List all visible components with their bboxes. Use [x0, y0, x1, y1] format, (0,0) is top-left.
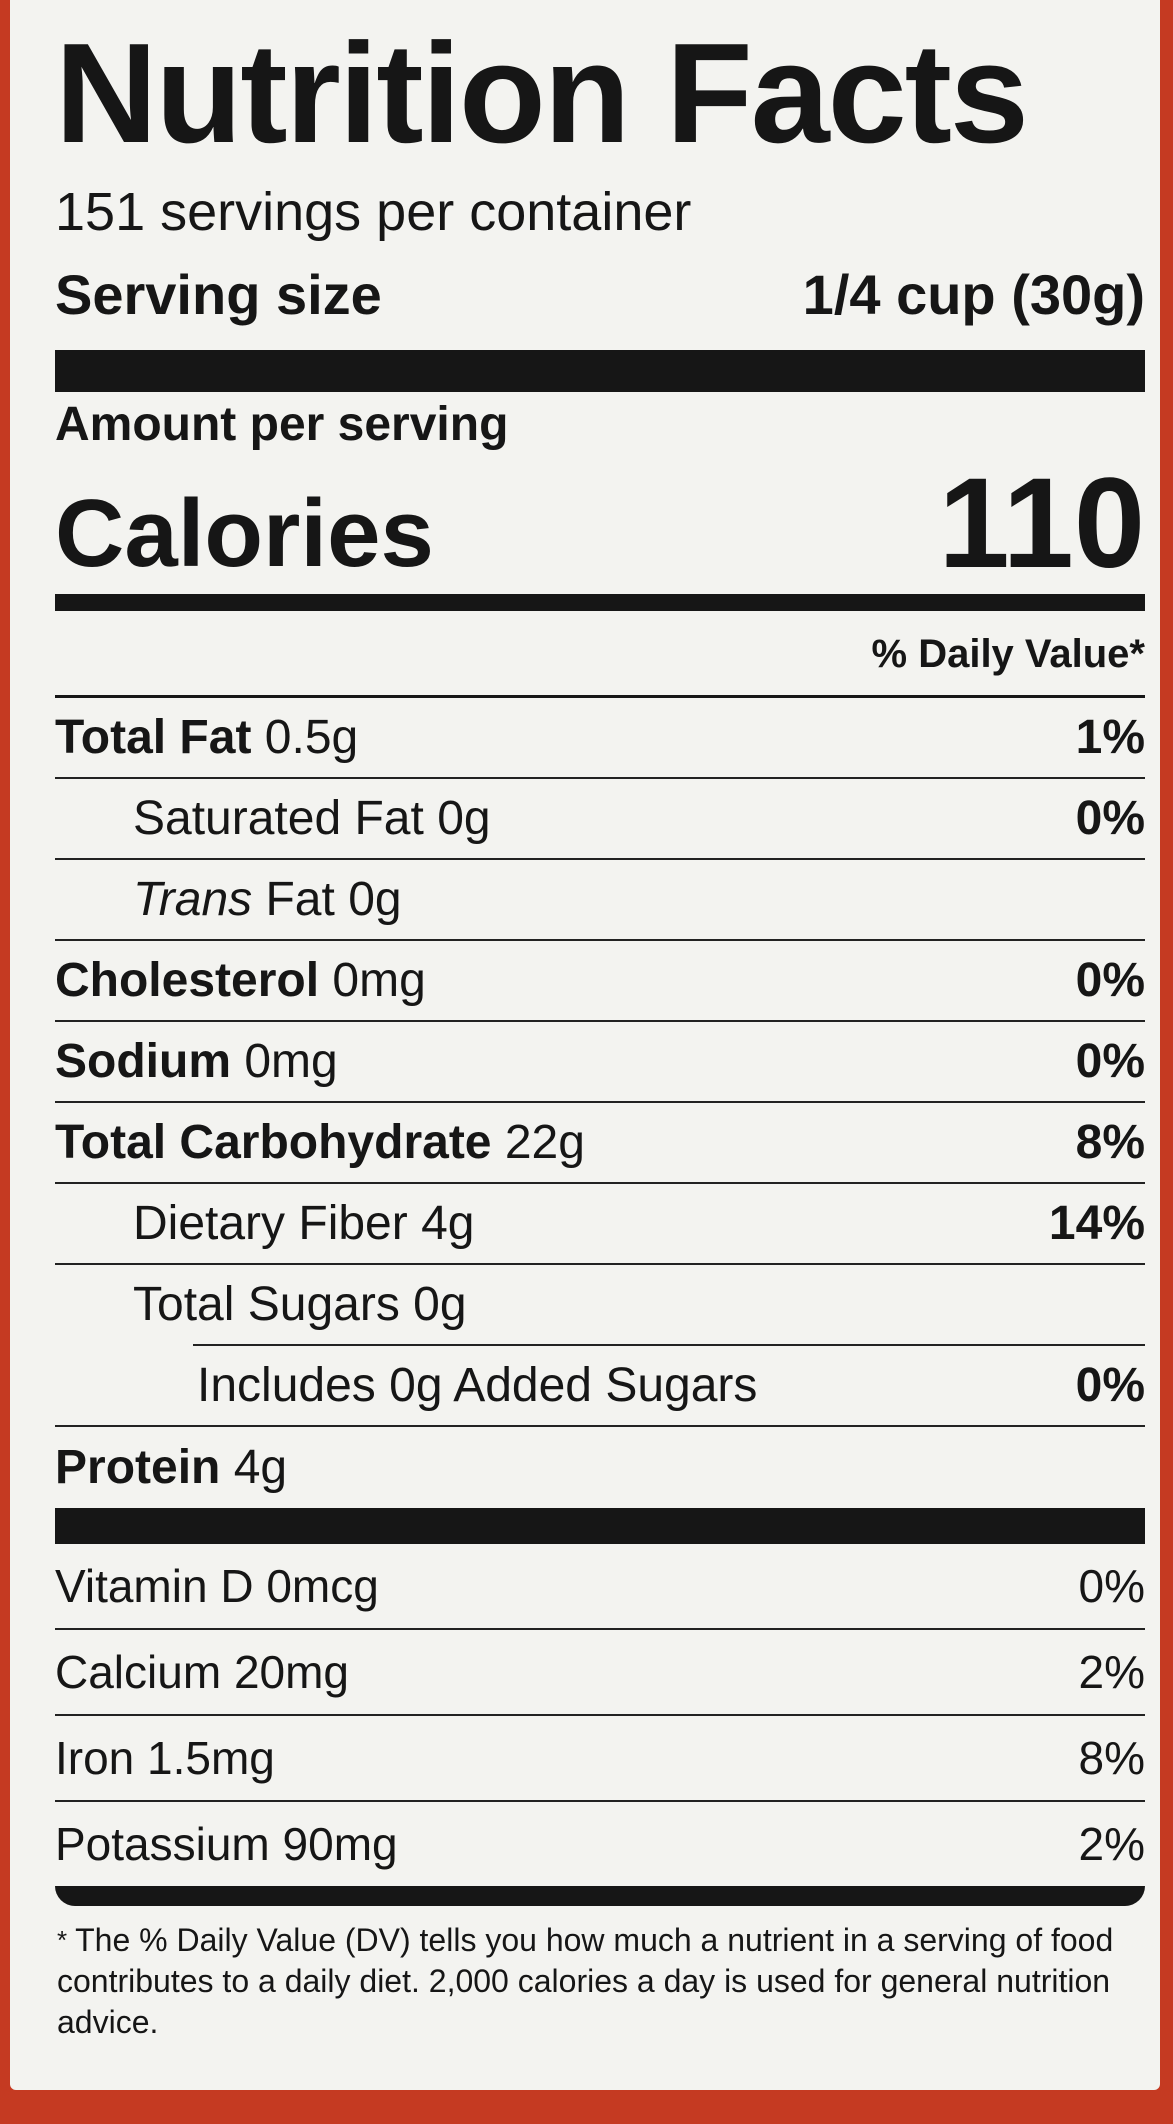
calories-value: 110: [938, 452, 1146, 595]
nutrient-name: Cholesterol: [55, 954, 320, 1007]
footnote-text: The % Daily Value (DV) tells you how muc…: [57, 1922, 1114, 2040]
vitamin-amount: 0mcg: [266, 1560, 379, 1612]
nutrient-row-sodium: Sodium 0mg 0%: [55, 1022, 1145, 1103]
vitamin-amount: 20mg: [233, 1646, 350, 1698]
vitamin-name: Calcium: [55, 1646, 222, 1698]
vitamin-amount: 1.5mg: [147, 1732, 275, 1784]
vitamin-name: Iron: [55, 1732, 135, 1784]
divider-medium: [55, 594, 1145, 611]
nutrient-dv: 0%: [1075, 1035, 1145, 1088]
nutrient-row-dietary-fiber: Dietary Fiber 4g 14%: [55, 1184, 1145, 1265]
vitamins-list: Vitamin D 0mcg 0% Calcium 20mg 2% Iron 1…: [55, 1544, 1145, 1886]
nutrient-dv: 0%: [1075, 1359, 1145, 1412]
vitamin-row-calcium: Calcium 20mg 2%: [55, 1630, 1145, 1716]
nutrient-name-suffix: Fat: [265, 873, 335, 926]
nutrient-name: Total Sugars: [133, 1278, 400, 1331]
nutrient-name: Trans: [133, 873, 253, 926]
serving-size-value: 1/4 cup (30g): [802, 263, 1145, 326]
daily-value-header: % Daily Value*: [55, 611, 1145, 698]
footnote: * The % Daily Value (DV) tells you how mu…: [55, 1920, 1145, 2043]
nutrient-row-total-sugars: Total Sugars 0g: [55, 1265, 1145, 1344]
amount-per-serving: Amount per serving: [55, 398, 509, 451]
nutrient-dv: 1%: [1075, 711, 1145, 764]
nutrient-amount: 4g: [233, 1441, 288, 1494]
serving-size-label: Serving size: [55, 263, 382, 326]
vitamin-row-potassium: Potassium 90mg 2%: [55, 1802, 1145, 1886]
vitamin-dv: 2%: [1078, 1646, 1145, 1698]
nutrient-row-added-sugars: Includes 0g Added Sugars 0%: [55, 1346, 1145, 1427]
nutrient-dv: 0%: [1075, 792, 1145, 845]
nutrient-row-saturated-fat: Saturated Fat 0g 0%: [55, 779, 1145, 860]
calories-row: Calories 110: [55, 452, 1145, 594]
divider-thick: [55, 350, 1145, 392]
nutrition-label: Nutrition Facts 151 servings per contain…: [10, 0, 1160, 2090]
nutrient-name: Dietary Fiber: [133, 1197, 408, 1250]
nutrient-amount: 4g: [421, 1197, 475, 1250]
vitamin-amount: 90mg: [282, 1818, 398, 1870]
nutrient-name: Protein: [55, 1441, 221, 1494]
nutrient-amount: 0.5g: [264, 711, 359, 764]
nutrient-row-protein: Protein 4g: [55, 1427, 1145, 1508]
vitamin-dv: 2%: [1078, 1818, 1145, 1870]
nutrient-amount: 0g: [348, 873, 402, 926]
footnote-star: *: [57, 1925, 68, 1955]
nutrient-amount: 22g: [504, 1116, 585, 1169]
label-title: Nutrition Facts: [55, 14, 1029, 173]
nutrient-amount: 0g: [437, 792, 491, 845]
vitamin-name: Vitamin D: [55, 1560, 254, 1612]
servings-per-container: 151 servings per container: [55, 182, 692, 242]
nutrient-row-total-fat: Total Fat 0.5g 1%: [55, 698, 1145, 779]
divider-added-sugars: [193, 1344, 1145, 1346]
calories-label: Calories: [55, 480, 434, 587]
nutrient-name: Total Carbohydrate: [55, 1116, 492, 1169]
vitamin-row-vitamin-d: Vitamin D 0mcg 0%: [55, 1544, 1145, 1630]
vitamin-name: Potassium: [55, 1818, 270, 1870]
nutrient-dv: 0%: [1075, 954, 1145, 1007]
nutrient-row-trans-fat: Trans Fat 0g: [55, 860, 1145, 941]
nutrient-dv: 8%: [1075, 1116, 1145, 1169]
nutrient-row-total-carbohydrate: Total Carbohydrate 22g 8%: [55, 1103, 1145, 1184]
nutrient-name: Sodium: [55, 1035, 231, 1088]
nutrient-dv: 14%: [1048, 1197, 1145, 1250]
divider-thick: [55, 1508, 1145, 1544]
nutrient-name: Saturated Fat: [133, 792, 424, 845]
vitamin-row-iron: Iron 1.5mg 8%: [55, 1716, 1145, 1802]
nutrient-amount: 0g: [413, 1278, 467, 1331]
serving-size-row: Serving size 1/4 cup (30g): [55, 250, 1145, 350]
nutrient-amount: 0mg: [244, 1035, 338, 1088]
nutrient-name: Includes 0g Added Sugars: [197, 1359, 758, 1412]
vitamin-dv: 8%: [1078, 1732, 1145, 1784]
vitamin-dv: 0%: [1078, 1560, 1145, 1612]
divider-bottom: [55, 1886, 1145, 1906]
nutrient-row-cholesterol: Cholesterol 0mg 0%: [55, 941, 1145, 1022]
nutrient-name: Total Fat: [55, 711, 252, 764]
nutrient-amount: 0mg: [332, 954, 426, 1007]
